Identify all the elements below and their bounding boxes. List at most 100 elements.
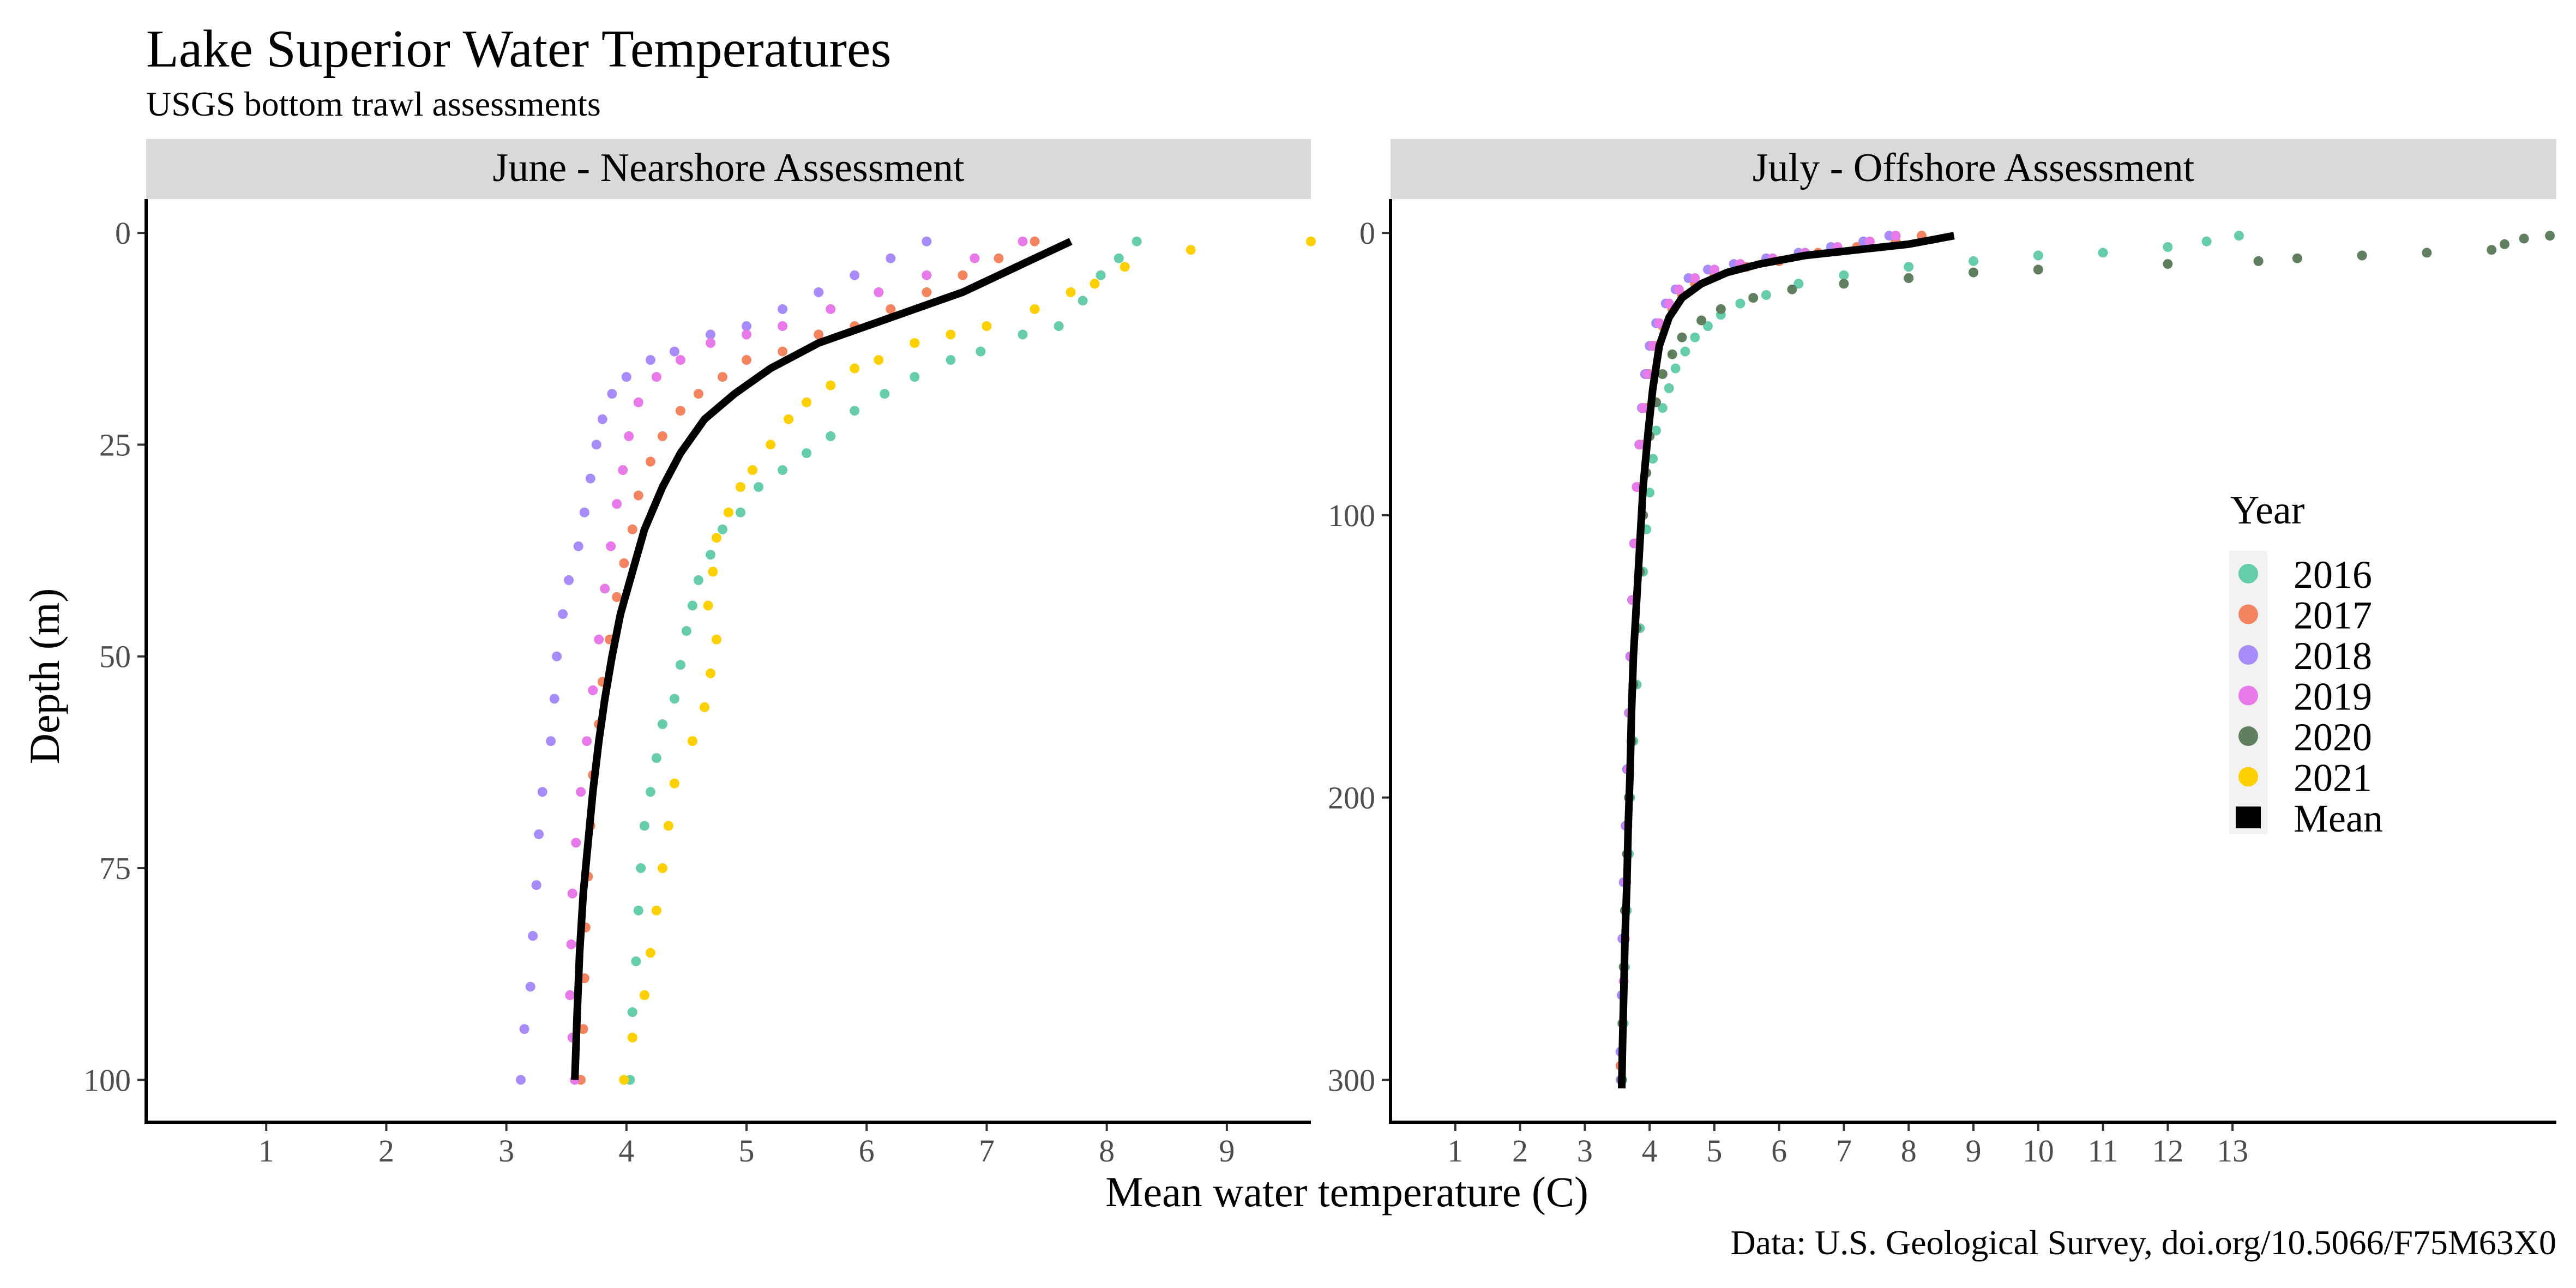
data-point-2018 [585, 473, 595, 484]
y-tick-label: 200 [1328, 780, 1375, 816]
data-point-2020 [1667, 349, 1677, 359]
data-point-2020 [2487, 245, 2497, 255]
data-point-2016 [1670, 363, 1681, 374]
legend-label-2021: 2021 [2294, 756, 2372, 800]
x-tick-label: 5 [1706, 1133, 1722, 1169]
data-point-2018 [525, 982, 535, 992]
data-point-2016 [2033, 250, 2043, 261]
x-tick-label: 8 [1901, 1133, 1917, 1169]
data-point-2017 [657, 431, 667, 441]
data-point-2016 [946, 355, 956, 365]
mean-line [571, 238, 1073, 1080]
data-point-2021 [784, 414, 794, 424]
data-point-2016 [636, 863, 646, 873]
data-point-2016 [681, 626, 691, 636]
data-point-2016 [1645, 487, 1655, 498]
data-point-2016 [754, 482, 764, 492]
data-point-2020 [1716, 304, 1726, 314]
x-tick-label: 12 [2152, 1133, 2183, 1169]
legend-title: Year [2230, 488, 2304, 533]
data-point-2021 [1120, 262, 1130, 272]
data-point-2017 [886, 304, 896, 314]
data-point-2019 [778, 321, 788, 331]
data-point-2020 [2545, 231, 2555, 241]
data-point-2016 [976, 346, 986, 357]
mean-line-layer [1618, 232, 1955, 1089]
data-point-2016 [2098, 248, 2108, 258]
y-tick-label: 100 [83, 1062, 131, 1098]
data-point-2019 [565, 990, 575, 1000]
data-point-2018 [886, 253, 896, 263]
data-point-2018 [558, 609, 568, 619]
data-point-2016 [693, 575, 703, 585]
data-point-2021 [982, 321, 992, 331]
data-point-2017 [675, 406, 685, 416]
data-point-2016 [1969, 256, 1978, 266]
data-point-2019 [1635, 440, 1645, 450]
data-point-2019 [874, 287, 884, 297]
data-point-2019 [651, 372, 661, 382]
data-point-2016 [1657, 403, 1668, 413]
data-point-2019 [600, 583, 610, 594]
data-point-2019 [567, 888, 577, 899]
data-point-2018 [516, 1075, 526, 1085]
data-point-2016 [2163, 242, 2173, 252]
data-point-2021 [1306, 236, 1316, 246]
x-tick-label: 9 [1966, 1133, 1982, 1169]
data-point-2020 [1787, 284, 1797, 294]
data-point-2020 [1969, 267, 1978, 278]
legend-key-2016 [2238, 564, 2258, 583]
legend-label-2019: 2019 [2294, 675, 2372, 719]
data-point-2021 [651, 905, 661, 916]
data-point-2017 [718, 372, 727, 382]
data-point-2018 [645, 355, 655, 365]
data-point-2018 [564, 575, 574, 585]
data-point-2019 [1642, 369, 1653, 379]
data-point-2017 [1030, 236, 1040, 246]
data-point-2016 [718, 524, 727, 534]
legend-label-2017: 2017 [2294, 594, 2372, 637]
y-tick-label: 0 [1359, 215, 1375, 251]
data-point-2018 [552, 651, 562, 661]
data-point-2018 [591, 440, 601, 450]
x-axis-label: Mean water temperature (C) [1105, 1168, 1588, 1215]
y-ticks: 0 25 50 75 100 [83, 215, 146, 1098]
x-tick-label: 3 [1577, 1133, 1593, 1169]
data-point-2021 [826, 380, 836, 390]
x-tick-label: 11 [2088, 1133, 2118, 1169]
y-ticks: 0 100 200 300 [1328, 215, 1391, 1098]
data-point-2021 [663, 821, 673, 831]
data-point-2017 [994, 253, 1004, 263]
data-point-2021 [712, 533, 721, 543]
data-point-2021 [1066, 287, 1076, 297]
strip-background [1391, 139, 2556, 199]
data-point-2018 [573, 541, 583, 551]
data-point-2021 [706, 668, 715, 678]
data-point-2018 [519, 1024, 529, 1034]
data-point-2018 [537, 787, 547, 797]
x-tick-label: 13 [2217, 1133, 2248, 1169]
data-point-2019 [566, 939, 576, 949]
data-point-2018 [579, 507, 589, 517]
data-point-2016 [1018, 329, 1028, 340]
x-tick-label: 7 [979, 1133, 995, 1169]
data-point-2016 [1761, 290, 1771, 300]
mean-line-layer [571, 238, 1073, 1080]
data-point-2020 [1839, 279, 1849, 289]
data-point-2017 [633, 490, 643, 501]
data-point-2018 [814, 287, 824, 297]
data-point-2019 [1018, 236, 1028, 246]
data-points [1615, 231, 2555, 1085]
data-point-2016 [1793, 279, 1804, 289]
data-point-2016 [1664, 383, 1674, 393]
data-point-2017 [645, 456, 655, 467]
data-point-2020 [2422, 248, 2432, 258]
y-tick-label: 100 [1328, 498, 1375, 533]
data-point-2021 [703, 600, 713, 611]
legend-key-2021 [2238, 767, 2258, 787]
data-point-2021 [687, 736, 697, 747]
